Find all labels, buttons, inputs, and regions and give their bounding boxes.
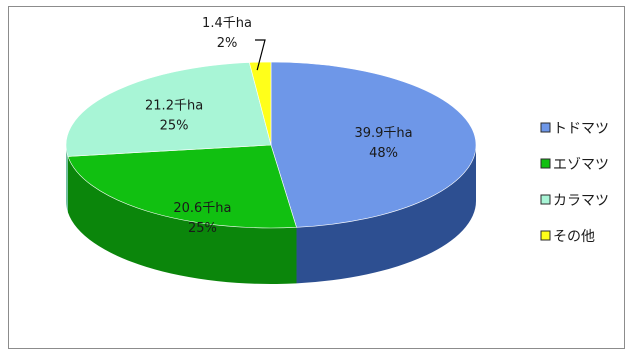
slice-side-karamatsu <box>66 145 68 213</box>
slice-side-ezomatsu <box>67 156 297 284</box>
legend-label-karamatsu: カラマツ <box>553 193 609 209</box>
leader-line-sonota <box>255 39 266 71</box>
slice-side-todomatsu <box>296 145 476 284</box>
pie-sides <box>66 145 476 284</box>
legend-swatch-sonota <box>540 230 551 241</box>
slice-value-label-ezomatsu: 20.6千ha <box>173 201 231 216</box>
pie-chart: 39.9千ha 48% 20.6千ha 25% 21.2千ha 25% 1.4千ha 2% ト… <box>65 16 609 284</box>
slice-todomatsu <box>270 61 477 228</box>
slice-karamatsu <box>65 62 272 157</box>
legend-label-sonota: その他 <box>553 229 595 245</box>
legend-swatch-ezomatsu <box>540 158 551 169</box>
slice-labels: 39.9千ha 48% 20.6千ha 25% 21.2千ha 25% 1.4千ha 2% <box>145 16 413 236</box>
slice-sonota <box>248 61 272 146</box>
slice-value-label-todomatsu: 39.9千ha <box>354 126 412 141</box>
legend-swatch-todomatsu <box>540 122 551 133</box>
chart-area: 39.9千ha 48% 20.6千ha 25% 21.2千ha 25% 1.4千ha 2% ト… <box>8 6 625 349</box>
slice-value-label-sonota: 1.4千ha <box>202 16 252 31</box>
slice-percent-label-ezomatsu: 25% <box>188 221 217 236</box>
slice-ezomatsu <box>67 144 297 229</box>
slice-percent-label-sonota: 2% <box>217 36 238 51</box>
slice-percent-label-todomatsu: 48% <box>369 146 398 161</box>
legend-swatch-karamatsu <box>540 194 551 205</box>
slice-percent-label-karamatsu: 25% <box>160 118 189 133</box>
pie-slices <box>65 61 477 229</box>
legend-label-ezomatsu: エゾマツ <box>553 157 609 173</box>
legend-label-todomatsu: トドマツ <box>553 121 609 137</box>
slice-value-label-karamatsu: 21.2千ha <box>145 98 203 113</box>
